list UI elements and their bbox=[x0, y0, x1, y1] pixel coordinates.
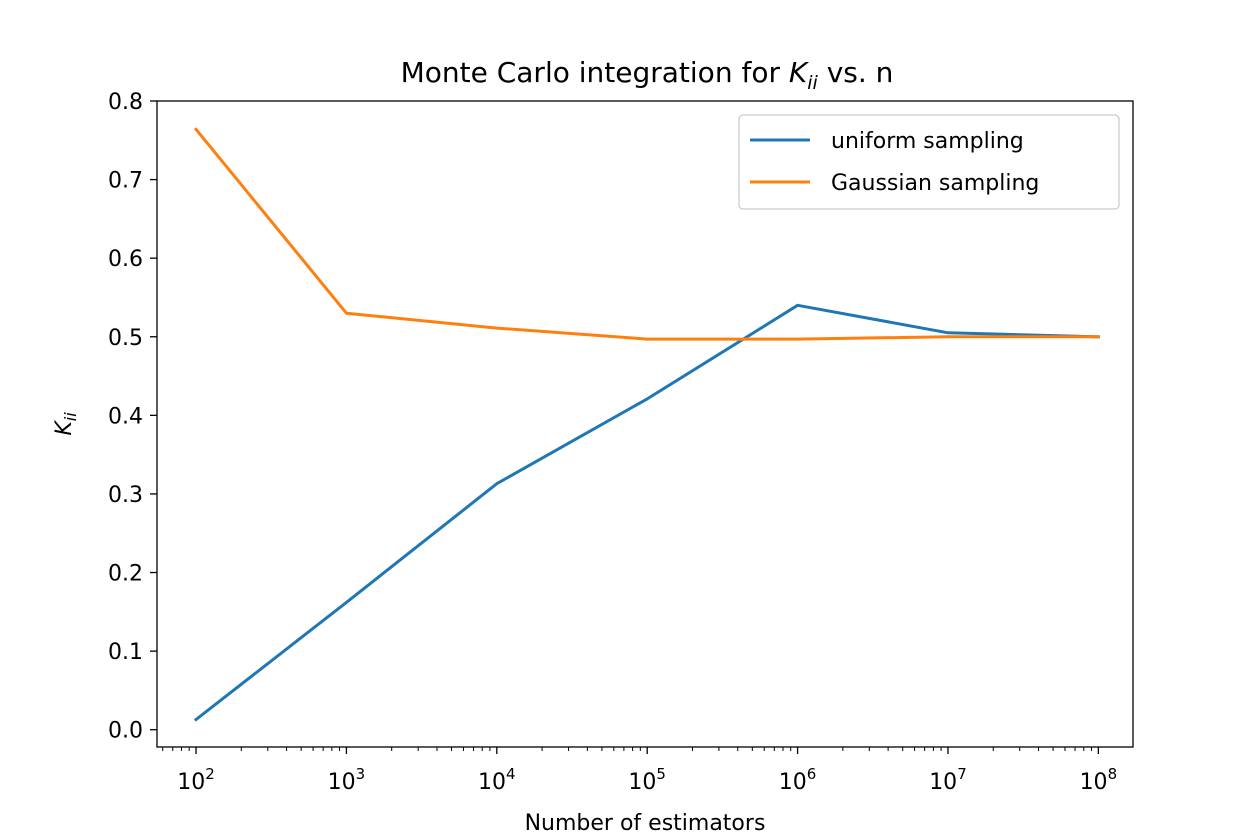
y-tick-label-5: 0.5 bbox=[108, 326, 143, 351]
series-line-0 bbox=[193, 303, 1100, 722]
y-tick-label-6: 0.6 bbox=[108, 247, 143, 272]
y-axis: 0.0 0.1 0.2 0.3 0.4 0.5 0.6 0.7 0.8 bbox=[108, 90, 157, 744]
y-tick-label-0: 0.0 bbox=[108, 719, 143, 744]
x-axis-label: Number of estimators bbox=[525, 811, 766, 836]
plot-frame bbox=[156, 100, 1134, 748]
legend: uniform sampling Gaussian sampling bbox=[738, 114, 1120, 210]
y-tick-label-1: 0.1 bbox=[108, 640, 143, 665]
series-line-1 bbox=[193, 127, 1100, 341]
legend-label-gaussian: Gaussian sampling bbox=[831, 171, 1039, 196]
x-axis: 102 103 104 105 106 107 108 bbox=[162, 747, 1118, 795]
x-tick-label-2: 104 bbox=[478, 765, 516, 795]
chart-title: Monte Carlo integration for Kii vs. n bbox=[401, 56, 894, 94]
y-axis-label: Kii bbox=[52, 412, 80, 436]
legend-label-uniform: uniform sampling bbox=[831, 129, 1024, 154]
legend-box bbox=[738, 114, 1120, 210]
x-tick-label-1: 103 bbox=[328, 765, 366, 795]
x-tick-label-5: 107 bbox=[929, 765, 967, 795]
x-tick-label-6: 108 bbox=[1080, 765, 1118, 795]
x-tick-label-3: 105 bbox=[628, 765, 666, 795]
y-tick-label-7: 0.7 bbox=[108, 169, 143, 194]
y-tick-label-2: 0.2 bbox=[108, 562, 143, 587]
y-tick-label-3: 0.3 bbox=[108, 483, 143, 508]
plot-lines bbox=[193, 127, 1100, 722]
x-tick-label-0: 102 bbox=[177, 765, 215, 795]
y-tick-label-8: 0.8 bbox=[108, 90, 143, 115]
x-tick-label-4: 106 bbox=[779, 765, 817, 795]
y-tick-label-4: 0.4 bbox=[108, 404, 143, 429]
